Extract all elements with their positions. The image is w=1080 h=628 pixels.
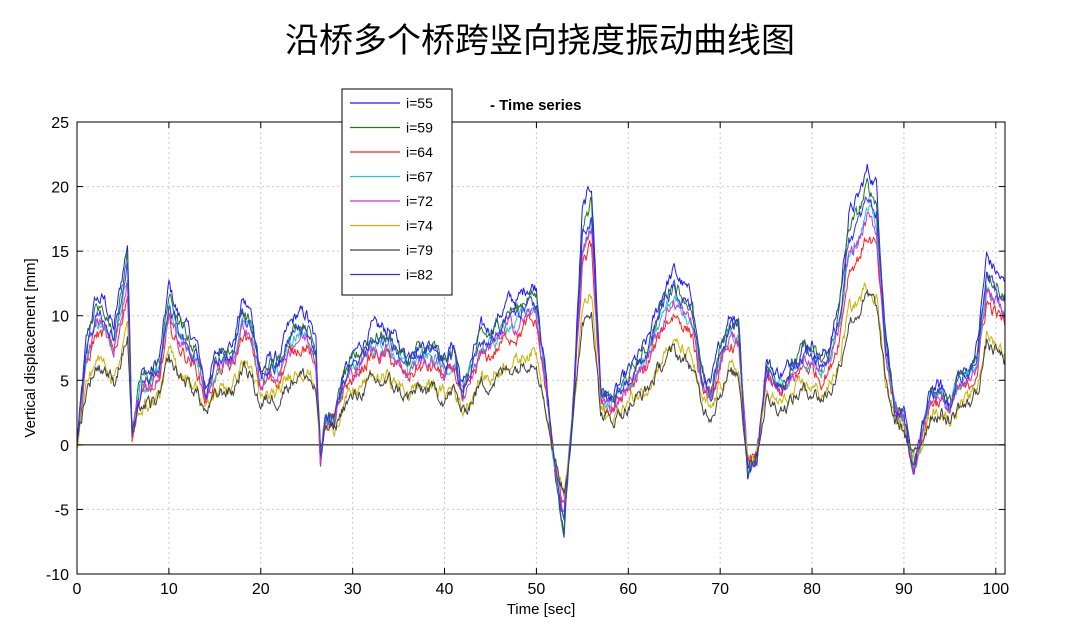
x-tick-label: 80 [803, 581, 821, 598]
y-axis-ticks: -10 -5 0 5 10 15 20 25 [46, 115, 1005, 584]
x-tick-label: 10 [160, 581, 178, 598]
legend-entry: i=55 [406, 95, 433, 111]
y-tick-label: -10 [46, 567, 69, 584]
x-tick-label: 70 [711, 581, 729, 598]
y-tick-label: 20 [51, 180, 69, 197]
y-tick-label: 0 [60, 438, 69, 455]
x-tick-label: 30 [344, 581, 362, 598]
x-tick-label: 0 [73, 581, 82, 598]
x-tick-label: 90 [895, 581, 913, 598]
page-title: 沿桥多个桥跨竖向挠度振动曲线图 [285, 21, 795, 61]
legend-entry: i=59 [406, 120, 433, 136]
series-lines [76, 164, 1006, 538]
legend-entry: i=82 [406, 267, 433, 283]
x-axis-label: Time [sec] [507, 601, 576, 618]
x-tick-label: 40 [436, 581, 454, 598]
legend-entry: i=74 [406, 218, 433, 234]
legend-entry: i=79 [406, 242, 433, 258]
series-line-i-74 [76, 282, 1006, 498]
y-tick-label: 25 [51, 115, 69, 132]
y-tick-label: -5 [55, 502, 69, 519]
y-tick-label: 10 [51, 309, 69, 326]
legend-entry: i=72 [406, 193, 433, 209]
series-line-i-82 [76, 196, 1006, 520]
plot-background [77, 122, 1005, 574]
series-line-i-79 [76, 289, 1006, 494]
plot-area: 0 10 20 30 40 50 60 70 80 90 100 -10 -5 0 5 10 15 20 25 [46, 115, 1009, 598]
x-axis-ticks: 0 10 20 30 40 50 60 70 80 90 100 [73, 122, 1009, 598]
x-tick-label: 20 [252, 581, 270, 598]
x-tick-label: 100 [982, 581, 1009, 598]
legend-box [341, 88, 453, 296]
plot-frame [76, 121, 1006, 575]
legend-entry: i=64 [406, 144, 433, 160]
x-tick-label: 60 [619, 581, 637, 598]
legend: i=55 i=59 i=64 i=67 i=72 i=74 i=79 i=82 [341, 88, 453, 296]
legend-entry: i=67 [406, 169, 433, 185]
y-tick-label: 15 [51, 244, 69, 261]
y-axis-label: Vertical displacement [mm] [22, 258, 39, 437]
chart-title: - Time series [490, 97, 581, 114]
x-tick-label: 50 [528, 581, 546, 598]
y-tick-label: 5 [60, 373, 69, 390]
